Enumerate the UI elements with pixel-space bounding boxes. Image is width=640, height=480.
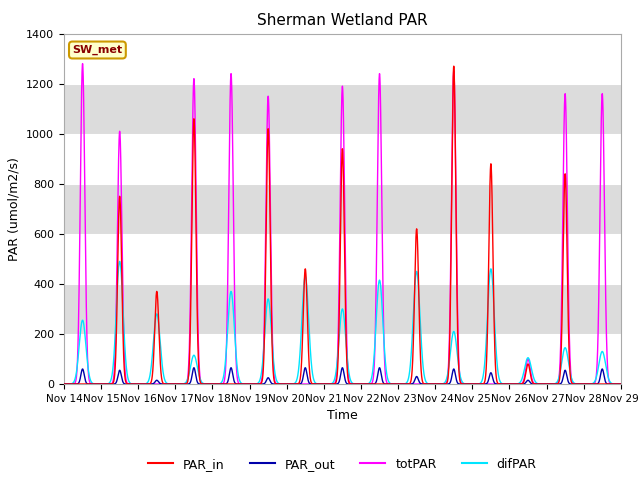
Text: SW_met: SW_met: [72, 45, 122, 55]
Title: Sherman Wetland PAR: Sherman Wetland PAR: [257, 13, 428, 28]
Bar: [64, 134, 621, 184]
Bar: [64, 334, 621, 384]
X-axis label: Time: Time: [327, 409, 358, 422]
Legend: PAR_in, PAR_out, totPAR, difPAR: PAR_in, PAR_out, totPAR, difPAR: [143, 453, 541, 476]
Bar: [64, 234, 621, 284]
Y-axis label: PAR (umol/m2/s): PAR (umol/m2/s): [8, 157, 20, 261]
Bar: [64, 284, 621, 334]
Bar: [64, 184, 621, 234]
Bar: [64, 34, 621, 84]
Bar: [64, 84, 621, 134]
